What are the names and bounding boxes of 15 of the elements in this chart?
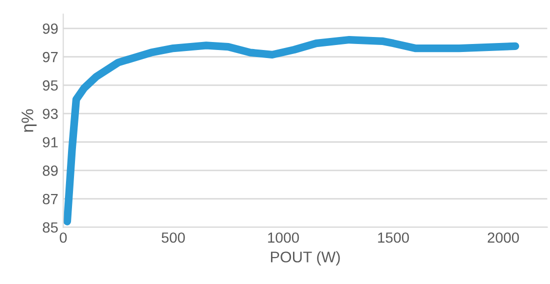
x-axis-title: POUT (W) [271, 251, 340, 266]
x-tick-label: 2000 [488, 232, 519, 243]
y-tick-label: 95 [42, 80, 58, 91]
y-tick-label: 87 [42, 194, 58, 204]
y-axis-title: η% [22, 109, 37, 132]
x-tick-label: 500 [162, 232, 185, 243]
y-tick-label: 97 [42, 52, 58, 62]
y-tick-label: 85 [42, 222, 58, 233]
y-tick-label: 99 [42, 24, 58, 34]
y-tick-label: 91 [42, 137, 58, 148]
y-tick-label: 89 [42, 166, 58, 176]
x-tick-label: 0 [60, 232, 67, 243]
x-tick-label: 1000 [268, 232, 299, 243]
y-tick-label: 93 [42, 108, 58, 120]
x-tick-label: 1500 [378, 232, 409, 243]
